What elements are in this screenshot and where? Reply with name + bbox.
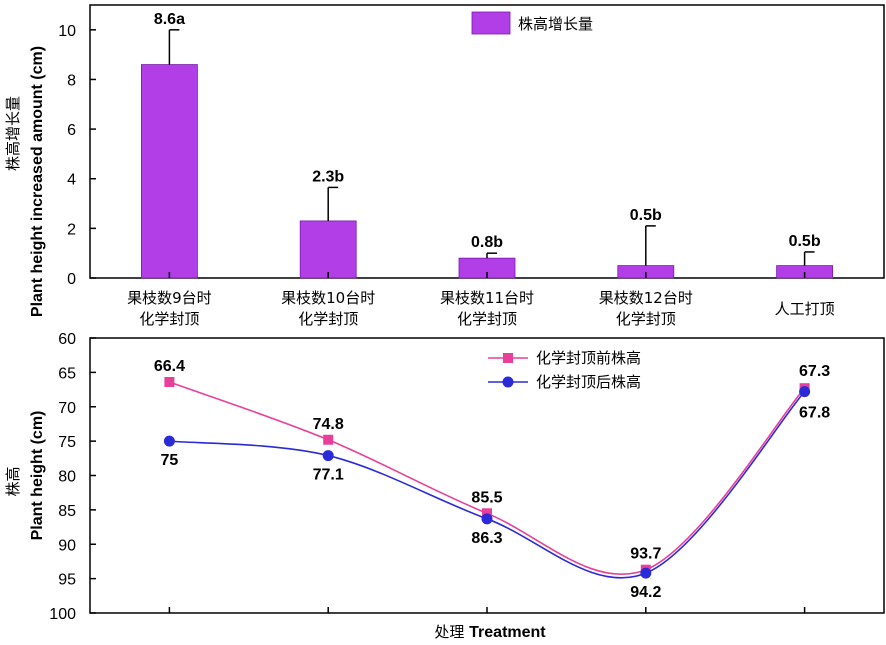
category-label-line: 人工打顶: [775, 300, 835, 318]
series-point-circle: [322, 450, 334, 462]
top-y-tick-label: 10: [58, 23, 76, 40]
top-y-tick-label: 4: [67, 172, 76, 189]
point-data-label: 85.5: [471, 489, 502, 506]
bottom-y-tick-label: 90: [58, 537, 76, 554]
bottom-y-tick-label: 75: [58, 434, 76, 451]
category-label-line: 化学封顶: [616, 310, 676, 328]
point-data-label: 77.1: [313, 467, 344, 484]
bar: [299, 220, 357, 279]
bar-data-label: 0.5b: [630, 207, 662, 224]
point-data-label: 66.4: [154, 358, 185, 375]
category-label: 果枝数12台时化学封顶: [599, 289, 693, 328]
top-y-tick-label: 6: [67, 122, 76, 139]
legend-marker-square: [503, 353, 513, 363]
bar-data-label: 2.3b: [312, 168, 344, 185]
category-label-line: 化学封顶: [298, 310, 358, 328]
legend-label-line: 化学封顶后株高: [536, 373, 641, 391]
point-data-label: 67.8: [799, 405, 830, 422]
bottom-y-tick-label: 100: [49, 606, 76, 623]
legend-marker-circle: [502, 376, 514, 388]
bar-data-label: 0.5b: [789, 233, 821, 250]
point-data-label: 67.3: [799, 363, 830, 380]
series-point-circle: [799, 386, 811, 398]
bottom-y-tick-label: 70: [58, 400, 76, 417]
bottom-y-axis-label: Plant height (cm): [29, 411, 46, 541]
legend-label-line: 化学封顶前株高: [536, 349, 641, 367]
x-axis-title: 处理 Treatment: [434, 623, 546, 641]
bottom-plot-frame: [89, 337, 885, 614]
top-y-tick-label: 0: [67, 271, 76, 288]
top-y-tick-label: 8: [67, 72, 76, 89]
x-axis-title-cn: 处理: [434, 623, 469, 641]
point-data-label: 94.2: [630, 584, 661, 601]
bar-data-label: 8.6a: [154, 11, 185, 28]
bottom-y-tick-label: 80: [58, 469, 76, 486]
bar-data-label: 0.8b: [471, 234, 503, 251]
x-axis-title-en: Treatment: [469, 624, 546, 641]
category-label: 果枝数11台时化学封顶: [440, 289, 534, 328]
bottom-y-tick-label: 60: [58, 331, 76, 348]
legend-label-bar: 株高增长量: [518, 15, 593, 33]
category-label-line: 果枝数9台时: [127, 289, 212, 307]
bottom-y-axis-label-cn: 株高: [4, 466, 22, 496]
category-label: 人工打顶: [775, 300, 835, 318]
bottom-y-tick-label: 65: [58, 365, 76, 382]
legend-swatch-bar: [471, 11, 511, 35]
point-data-label: 74.8: [313, 416, 344, 433]
top-y-axis-label-cn: 株高增长量: [4, 96, 22, 171]
series-point-circle: [481, 513, 493, 525]
series-point-circle: [163, 435, 175, 447]
bottom-y-tick-label: 85: [58, 503, 76, 520]
point-data-label: 93.7: [630, 546, 661, 563]
category-label-line: 果枝数12台时: [599, 289, 693, 307]
series-point-square: [164, 377, 175, 387]
top-y-tick-label: 2: [67, 221, 76, 238]
point-data-label: 86.3: [471, 530, 502, 547]
series-point-square: [323, 434, 334, 445]
category-label-line: 果枝数11台时: [440, 289, 534, 307]
category-label-line: 果枝数10台时: [281, 289, 375, 307]
category-label: 果枝数9台时化学封顶: [127, 289, 212, 328]
top-y-axis-label: Plant height increased amount (cm): [29, 46, 46, 317]
category-label-line: 化学封顶: [139, 310, 199, 328]
category-label-line: 化学封顶: [457, 310, 517, 328]
bottom-y-tick-label: 95: [58, 572, 76, 589]
bar: [140, 64, 198, 279]
point-data-label: 75: [161, 452, 179, 469]
series-line: [169, 391, 806, 579]
category-label: 果枝数10台时化学封顶: [281, 289, 375, 328]
series-point-circle: [640, 567, 652, 579]
